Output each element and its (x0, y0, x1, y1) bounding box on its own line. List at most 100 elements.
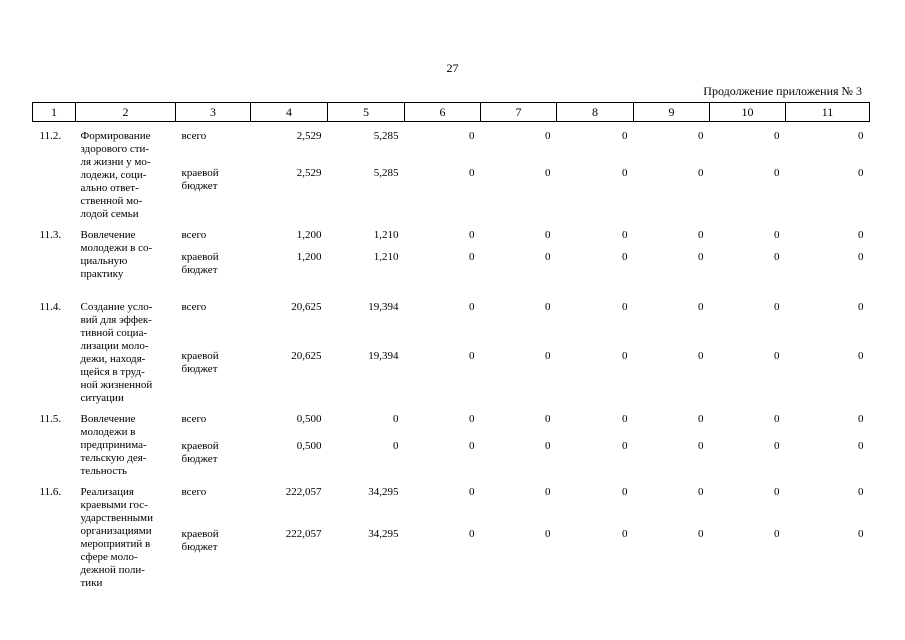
value-cell: 0 (698, 130, 704, 142)
table-row: 11.5. Вовлечение молодежи в предпринима-тел… (33, 405, 870, 477)
value-cell: 0 (774, 349, 780, 362)
table-row: 11.6. Реализация краевыми гос-ударственным… (33, 478, 870, 589)
value-cell: 0 (858, 229, 864, 241)
value-cell: 0 (469, 229, 475, 241)
value-cell: 0 (622, 528, 628, 541)
value-cell: 0 (858, 439, 864, 452)
funding-label-line: бюджет (181, 452, 218, 465)
value-cell: 0 (393, 413, 399, 425)
value-cell: 0 (545, 528, 551, 541)
item-name-line: мероприятий в (80, 538, 151, 550)
item-name-line: организациями (80, 525, 152, 537)
value-cell: 0 (858, 301, 864, 313)
table-row: краевой бюджет 20,625 19,394 0 0 0 0 0 0 (33, 344, 870, 405)
funding-label-line: бюджет (181, 362, 218, 375)
value-cell: 0 (469, 130, 475, 142)
value-cell: 19,394 (368, 349, 399, 362)
continuation-label: Продолжение приложения № 3 (703, 84, 862, 98)
value-cell: 2,529 (296, 167, 322, 180)
value-cell: 0 (698, 349, 704, 362)
value-cell: 0 (545, 250, 551, 263)
value-cell: 0 (469, 349, 475, 362)
item-name: Вовлечение молодежи в со-циальную практику (76, 221, 176, 281)
value-cell: 0 (469, 439, 475, 452)
value-cell: 0 (622, 250, 628, 263)
item-number: 11.5. (39, 413, 62, 425)
value-cell: 0 (545, 130, 551, 142)
value-cell: 19,394 (368, 301, 399, 313)
funding-label-regional: краевой бюджет (176, 245, 251, 281)
item-name-line: Вовлечение (80, 229, 136, 241)
funding-label-line: краевой (181, 439, 219, 452)
funding-label-regional: краевой бюджет (176, 344, 251, 405)
item-name-line: Вовлечение (80, 413, 136, 425)
value-cell: 0 (545, 301, 551, 313)
table-row: краевой бюджет 0,500 0 0 0 0 0 0 0 (33, 434, 870, 478)
item-name-line: лодежи, соци- (80, 169, 147, 181)
value-cell: 0 (545, 349, 551, 362)
header-col-3: 3 (175, 102, 251, 122)
value-cell: 0 (858, 349, 864, 362)
value-cell: 0 (469, 167, 475, 180)
item-name-line: вий для эффек- (80, 314, 152, 326)
table-row: краевой бюджет 222,057 34,295 0 0 0 0 0 0 (33, 522, 870, 590)
item-name-line: тельность (80, 465, 128, 477)
value-cell: 0 (698, 301, 704, 313)
table-row: 11.3. Вовлечение молодежи в со-циальную пра… (33, 221, 870, 280)
header-col-5: 5 (327, 102, 405, 122)
value-cell: 20,625 (291, 301, 322, 313)
funding-label-line: краевой (181, 528, 219, 541)
value-cell: 0 (622, 349, 628, 362)
value-cell: 20,625 (291, 349, 322, 362)
value-cell: 0 (622, 486, 628, 498)
value-cell: 0 (774, 528, 780, 541)
item-name-line: дежи, находя- (80, 353, 146, 365)
funding-label-total: всего (181, 301, 207, 313)
value-cell: 0 (545, 486, 551, 498)
value-cell: 1,200 (296, 250, 322, 263)
item-name-line: ситуации (80, 392, 124, 404)
value-cell: 0 (858, 130, 864, 142)
funding-label-line: бюджет (181, 180, 218, 193)
item-name-line: тельскую дея- (80, 452, 147, 464)
item-name-line: ально ответ- (80, 182, 139, 194)
item-number: 11.4. (39, 301, 62, 313)
value-cell: 0,500 (296, 413, 322, 425)
funding-label-line: краевой (181, 349, 219, 362)
value-cell: 0 (545, 413, 551, 425)
value-cell: 0 (545, 439, 551, 452)
table-row: 11.2. Формирование здорового сти-ля жизни … (33, 122, 870, 220)
item-name-line: краевыми гос- (80, 499, 148, 511)
item-name-line: тики (80, 577, 103, 589)
header-col-7: 7 (480, 102, 557, 122)
value-cell: 0 (698, 439, 704, 452)
value-cell: 5,285 (373, 130, 399, 142)
item-name: Формирование здорового сти-ля жизни у мо-… (76, 122, 176, 222)
value-cell: 0 (774, 229, 780, 241)
value-cell: 0 (774, 130, 780, 142)
item-name: Создание усло-вий для эффек-тивной социа… (76, 281, 176, 405)
value-cell: 0 (858, 486, 864, 498)
value-cell: 2,529 (296, 130, 322, 142)
value-cell: 0 (622, 130, 628, 142)
value-cell: 0 (545, 229, 551, 241)
item-name-line: молодежи в (80, 426, 136, 438)
header-col-4: 4 (250, 102, 328, 122)
item-name-line: лизации моло- (80, 340, 149, 352)
funding-label-total: всего (181, 413, 207, 425)
item-name-line: сфере моло- (80, 551, 138, 563)
value-cell: 34,295 (368, 528, 399, 541)
value-cell: 1,200 (296, 229, 322, 241)
item-name-line: тивной социа- (80, 327, 148, 339)
funding-label-regional: краевой бюджет (176, 161, 251, 221)
item-name-line: молодежи в со- (80, 242, 153, 254)
table-row: краевой бюджет 2,529 5,285 0 0 0 0 0 0 (33, 161, 870, 221)
value-cell: 0 (774, 439, 780, 452)
value-cell: 0 (469, 301, 475, 313)
value-cell: 0 (774, 301, 780, 313)
item-name-line: здорового сти- (80, 143, 150, 155)
value-cell: 0 (858, 250, 864, 263)
header-col-6: 6 (404, 102, 481, 122)
value-cell: 0 (698, 486, 704, 498)
value-cell: 0 (698, 413, 704, 425)
